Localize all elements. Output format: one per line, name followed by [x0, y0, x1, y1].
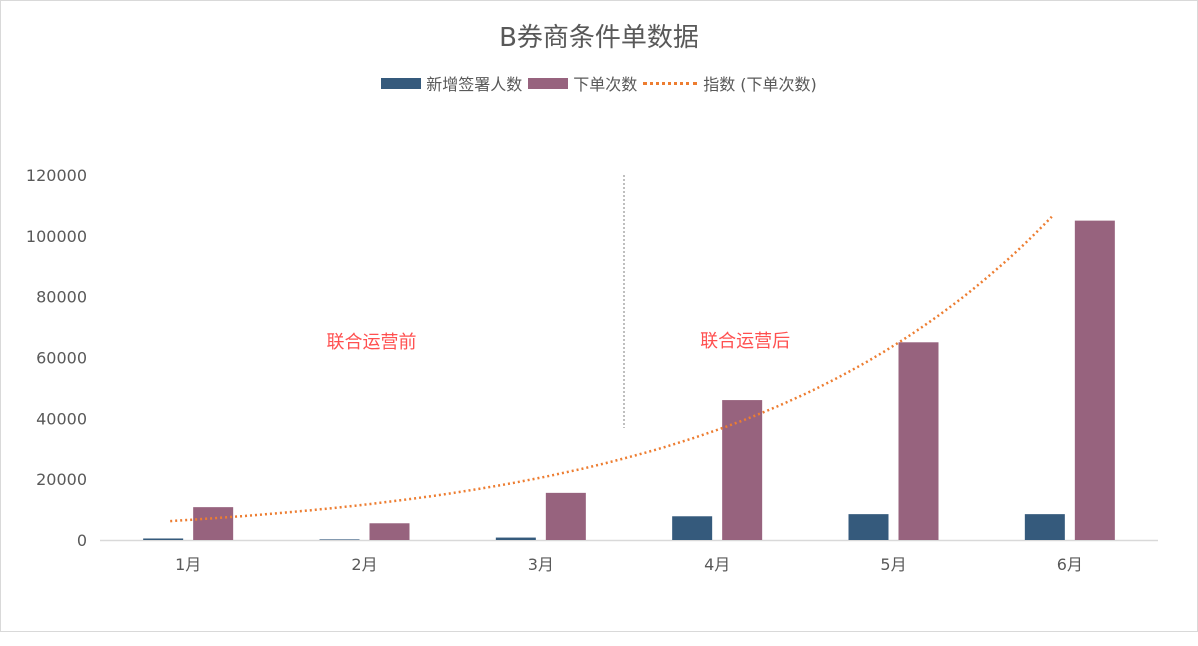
- bar-signups: [143, 538, 184, 540]
- bar-signups: [495, 537, 536, 540]
- x-tick-label: 1月: [175, 555, 201, 574]
- annotation-before: 联合运营前: [327, 332, 417, 353]
- bar-signups: [1024, 514, 1065, 540]
- x-tick-label: 2月: [351, 555, 377, 574]
- bar-orders: [545, 492, 586, 540]
- bar-signups: [672, 516, 713, 540]
- legend-swatch-orders: [528, 77, 569, 89]
- x-tick-label: 5月: [880, 555, 906, 574]
- legend-item-signups: 新增签署人数: [381, 71, 522, 95]
- bar-orders: [898, 342, 939, 540]
- legend-label-trend: 指数 (下单次数): [703, 75, 817, 94]
- bar-orders: [193, 507, 234, 540]
- trendline: [170, 215, 1053, 523]
- y-tick-label: 100000: [26, 227, 87, 246]
- bar-signups: [848, 514, 889, 540]
- bar-orders: [1074, 220, 1115, 540]
- legend-item-trend: 指数 (下单次数): [643, 71, 817, 95]
- y-tick-label: 120000: [26, 166, 87, 185]
- x-tick-label: 6月: [1057, 555, 1083, 574]
- bar-signups: [319, 539, 360, 540]
- y-tick-label: 80000: [36, 288, 87, 307]
- legend-swatch-trend: [643, 81, 698, 85]
- y-tick-label: 60000: [36, 349, 87, 368]
- bar-orders: [722, 400, 763, 540]
- y-tick-label: 20000: [36, 470, 87, 489]
- chart-title: B券商条件单数据: [499, 23, 699, 53]
- x-tick-label: 4月: [704, 555, 730, 574]
- y-tick-label: 0: [77, 531, 87, 550]
- annotation-after: 联合运营后: [700, 331, 790, 352]
- legend-label-orders: 下单次数: [573, 75, 638, 94]
- legend-label-signups: 新增签署人数: [426, 75, 523, 94]
- legend-item-orders: 下单次数: [528, 71, 637, 95]
- y-tick-label: 40000: [36, 409, 87, 428]
- x-tick-label: 3月: [528, 555, 554, 574]
- bar-orders: [369, 523, 410, 540]
- chart-legend: 新增签署人数 下单次数 指数 (下单次数): [1, 71, 1197, 95]
- legend-swatch-signups: [381, 77, 422, 89]
